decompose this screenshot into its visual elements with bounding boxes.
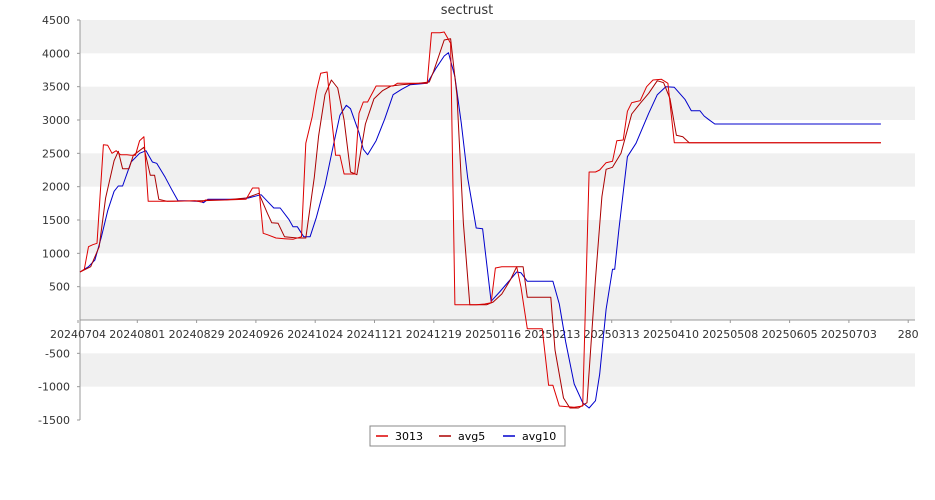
- grid-bands: [80, 20, 915, 387]
- y-tick-label: 500: [49, 281, 70, 294]
- legend-label-avg10: avg10: [522, 430, 556, 443]
- y-tick-labels: 4500 4000 3500 3000 2500 2000 1500 1000 500 -500 -…: [38, 14, 80, 427]
- x-tick-label: 20250605: [762, 328, 818, 341]
- y-tick-label: 1500: [42, 214, 70, 227]
- x-tick-label: 20250410: [643, 328, 699, 341]
- y-tick-label: -1000: [38, 381, 70, 394]
- grid-band: [80, 220, 915, 254]
- grid-band: [80, 20, 915, 54]
- x-tick-label: 20250213: [524, 328, 580, 341]
- x-tick-label: 20240926: [228, 328, 284, 341]
- y-tick-label: 4500: [42, 14, 70, 27]
- x-tick-label: 20250116: [465, 328, 521, 341]
- x-tick-labels: 20240704 20240801 20240829 20240926 20241024…: [50, 320, 919, 341]
- y-tick-label: -500: [45, 347, 70, 360]
- chart-title: sectrust: [441, 3, 493, 18]
- legend-box: [369, 425, 566, 447]
- legend: 3013 avg5 avg10: [369, 425, 566, 447]
- grid-band: [80, 86, 915, 120]
- legend-label-avg5: avg5: [458, 430, 485, 443]
- legend-label-3013: 3013: [395, 430, 423, 443]
- grid-band: [80, 353, 915, 387]
- y-tick-label: 3000: [42, 114, 70, 127]
- y-tick-label: 2500: [42, 147, 70, 160]
- series-line-3013: [79, 31, 881, 408]
- grid-band: [80, 153, 915, 187]
- series-line-avg5: [79, 38, 881, 409]
- x-tick-label: 20250508: [702, 328, 758, 341]
- x-tick-label: 20241219: [406, 328, 462, 341]
- y-tick-label: -1500: [38, 414, 70, 427]
- y-tick-label: 3500: [42, 81, 70, 94]
- x-tick-label: 20240704: [50, 328, 106, 341]
- x-tick-label: 20240801: [109, 328, 165, 341]
- x-tick-label: 20240829: [169, 328, 225, 341]
- series-line-avg10: [79, 52, 881, 409]
- x-tick-label: 20241024: [287, 328, 343, 341]
- y-tick-label: 1000: [42, 247, 70, 260]
- x-tick-label: 280: [898, 328, 919, 341]
- series-lines: [79, 31, 881, 409]
- x-tick-label: 20250703: [821, 328, 877, 341]
- y-tick-label: 2000: [42, 181, 70, 194]
- x-tick-label: 20241121: [347, 328, 403, 341]
- x-tick-label: 20250313: [584, 328, 640, 341]
- y-tick-label: 4000: [42, 47, 70, 60]
- grid-band: [80, 286, 915, 320]
